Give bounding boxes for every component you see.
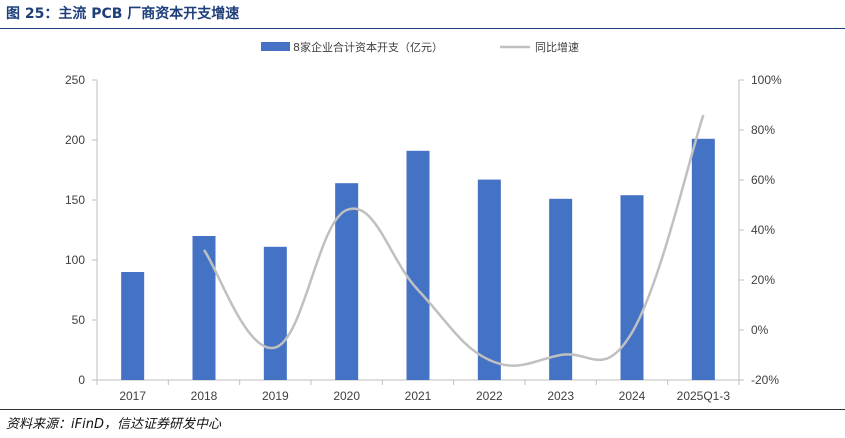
x-tick-label: 2023: [547, 389, 574, 403]
bar: [263, 246, 287, 380]
left-tick-label: 0: [78, 373, 85, 387]
source-note: 资料来源：iFinD，信达证券研发中心: [6, 417, 221, 432]
x-tick-label: 2017: [119, 389, 146, 403]
bar: [335, 183, 359, 380]
legend-bar-label: 8家企业合计资本开支（亿元）: [293, 40, 443, 54]
x-tick-label: 2021: [405, 389, 432, 403]
x-tick-label: 2025Q1-3: [677, 389, 731, 403]
right-tick-label: 0%: [751, 323, 769, 337]
footer-divider: [0, 409, 845, 410]
right-tick-label: 80%: [751, 123, 775, 137]
legend-line-label: 同比增速: [535, 40, 579, 54]
left-tick-label: 200: [65, 133, 85, 147]
left-tick-label: 100: [65, 253, 85, 267]
bar: [549, 198, 573, 380]
x-tick-label: 2024: [619, 389, 646, 403]
x-tick-label: 2022: [476, 389, 503, 403]
x-tick-label: 2018: [191, 389, 218, 403]
growth-rate-line: [202, 114, 705, 367]
left-tick-label: 150: [65, 193, 85, 207]
bar: [691, 138, 715, 380]
legend-bar-swatch: [261, 42, 290, 51]
bar: [406, 150, 430, 380]
right-tick-label: 60%: [751, 173, 775, 187]
x-tick-label: 2020: [333, 389, 360, 403]
right-tick-label: 20%: [751, 273, 775, 287]
bar: [192, 236, 216, 380]
figure-title: 图 25：主流 PCB 厂商资本开支增速: [6, 6, 240, 22]
left-tick-label: 250: [65, 73, 85, 87]
bar: [620, 195, 644, 380]
x-tick-label: 2019: [262, 389, 289, 403]
bar: [477, 179, 501, 380]
left-tick-label: 50: [72, 313, 86, 327]
right-tick-label: 100%: [751, 73, 782, 87]
right-tick-label: 40%: [751, 223, 775, 237]
bar: [121, 272, 145, 380]
title-divider: [0, 28, 845, 29]
right-tick-label: -20%: [751, 373, 779, 387]
